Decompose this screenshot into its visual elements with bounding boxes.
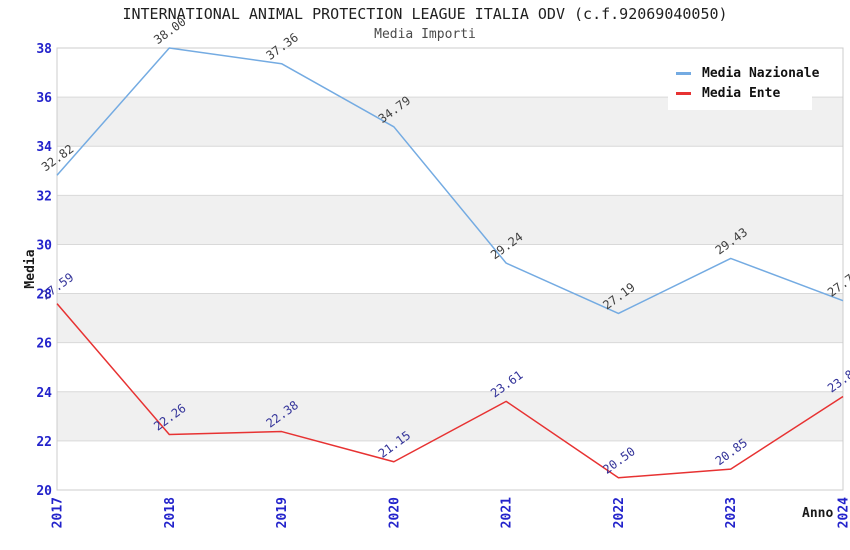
legend-label-ente: Media Ente (702, 85, 781, 101)
legend: Media Nazionale Media Ente (668, 57, 819, 110)
y-tick-label: 30 (36, 238, 52, 253)
chart-title: INTERNATIONAL ANIMAL PROTECTION LEAGUE I… (122, 5, 728, 23)
y-axis-title: Media (23, 249, 38, 289)
y-tick-label: 22 (36, 435, 52, 450)
legend-marker-nazionale-icon (676, 71, 691, 75)
legend-marker-ente-icon (676, 91, 691, 95)
y-tick-label: 20 (36, 484, 52, 499)
y-tick-label: 26 (36, 337, 52, 352)
data-label: 27.71 (825, 267, 850, 300)
x-tick-label: 2024 (837, 497, 850, 528)
series-line-0[interactable] (56, 47, 844, 315)
y-tick-label: 24 (36, 386, 52, 401)
plot-band (57, 293, 843, 343)
x-tick-label: 2021 (500, 497, 515, 528)
y-tick-label: 38 (36, 42, 52, 57)
x-tick-label: 2023 (724, 497, 739, 528)
x-tick-label: 2022 (612, 497, 627, 528)
data-label: 38.00 (151, 14, 188, 47)
y-tick-label: 34 (36, 140, 52, 155)
chart-subtitle: Media Importi (374, 27, 476, 42)
plot-border (56, 47, 844, 491)
plot-band (57, 195, 843, 245)
plot-band (57, 391, 843, 441)
data-label: 37.36 (263, 30, 300, 63)
legend-item-media-nazionale[interactable]: Media Nazionale (676, 63, 819, 83)
x-tick-label: 2020 (387, 497, 402, 528)
x-tick-label: 2017 (51, 497, 66, 528)
series-line-1[interactable] (56, 303, 844, 479)
legend-item-media-ente[interactable]: Media Ente (676, 83, 804, 103)
data-label: 20.50 (600, 444, 637, 477)
y-tick-label: 32 (36, 189, 52, 204)
y-tick-label: 36 (36, 91, 52, 106)
y-tick-label: 28 (36, 288, 52, 303)
data-label: 23.81 (825, 363, 850, 396)
x-axis-title: Anno (802, 506, 834, 521)
legend-label-nazionale: Media Nazionale (702, 65, 820, 81)
x-tick-label: 2018 (163, 497, 178, 528)
x-tick-label: 2019 (275, 497, 290, 528)
